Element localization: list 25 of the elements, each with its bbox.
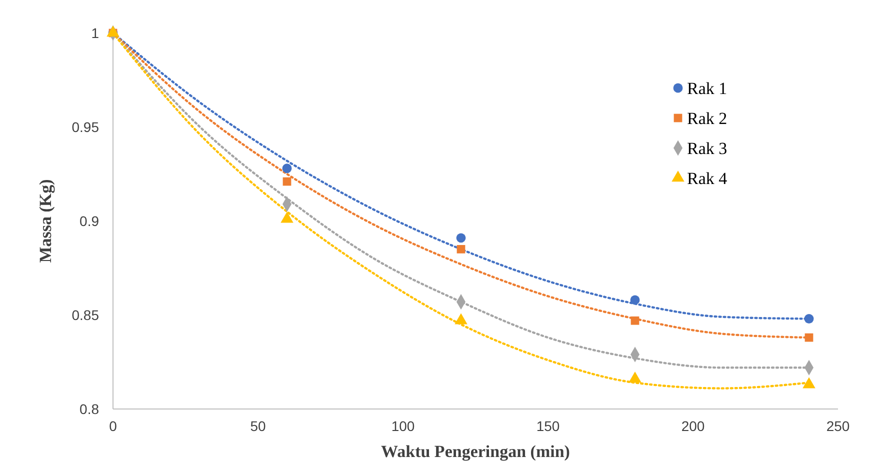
point bbox=[804, 314, 814, 324]
point bbox=[282, 177, 292, 186]
point bbox=[630, 316, 640, 325]
y-tick-label: 0.8 bbox=[80, 401, 100, 417]
y-tick-label: 1 bbox=[91, 25, 100, 41]
point bbox=[456, 245, 466, 254]
x-tick-label: 0 bbox=[109, 418, 118, 434]
legend-label: Rak 3 bbox=[687, 139, 728, 158]
y-tick-label: 0.95 bbox=[72, 119, 100, 135]
point bbox=[456, 233, 466, 243]
legend-label: Rak 2 bbox=[687, 109, 728, 128]
y-axis-title: Massa (Kg) bbox=[36, 179, 55, 263]
legend-label: Rak 4 bbox=[687, 169, 728, 188]
point bbox=[630, 295, 640, 305]
x-tick-label: 100 bbox=[391, 418, 415, 434]
point bbox=[804, 333, 814, 342]
x-tick-label: 50 bbox=[250, 418, 266, 434]
point bbox=[282, 164, 292, 174]
legend-label: Rak 1 bbox=[687, 79, 728, 98]
x-axis-title: Waktu Pengeringan (min) bbox=[381, 442, 570, 461]
x-tick-label: 150 bbox=[536, 418, 560, 434]
x-tick-label: 250 bbox=[826, 418, 850, 434]
x-tick-label: 200 bbox=[681, 418, 705, 434]
y-tick-label: 0.9 bbox=[80, 213, 100, 229]
y-tick-label: 0.85 bbox=[72, 307, 100, 323]
